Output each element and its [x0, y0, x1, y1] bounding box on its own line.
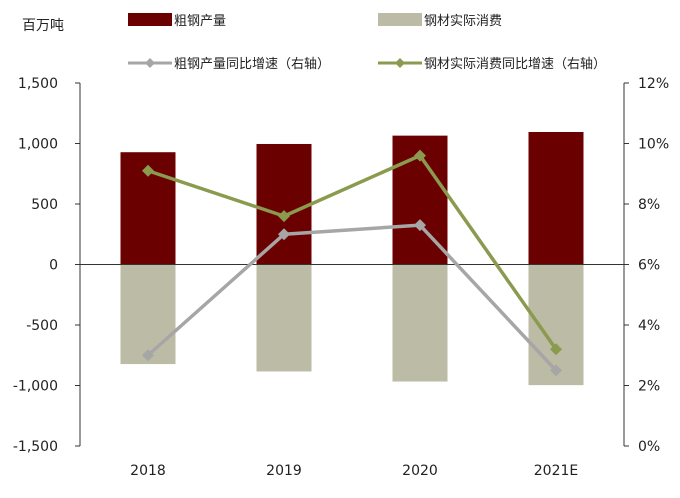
line-series-2: [146, 223, 558, 372]
right-tick-label: 8%: [638, 197, 660, 213]
x-tick-label: 2019: [266, 463, 302, 479]
legend-label-consumption: 钢材实际消费: [424, 14, 502, 29]
left-tick-label: -500: [26, 318, 58, 334]
left-tick-label: -1,000: [13, 379, 58, 395]
x-axis-labels: 2018 2019 2020 2021E: [130, 463, 578, 479]
legend-marker-consumption-growth: [395, 58, 405, 68]
x-tick-label: 2020: [402, 463, 438, 479]
legend: 粗钢产量 钢材实际消费 粗钢产量同比增速（右轴） 钢材实际消费同比增速（右轴）: [128, 13, 606, 72]
right-tick-label: 0%: [638, 439, 660, 455]
bar-0-2019: [256, 143, 312, 265]
legend-swatch-crude-steel: [128, 13, 172, 26]
point-3-2021E: [550, 343, 562, 356]
right-tick-label: 2%: [638, 379, 660, 395]
legend-label-crude-steel-growth: 粗钢产量同比增速（右轴）: [174, 57, 330, 72]
right-tick-label: 4%: [638, 318, 660, 334]
point-3-2018: [142, 164, 154, 177]
legend-label-crude-steel: 粗钢产量: [174, 14, 226, 29]
legend-label-consumption-growth: 钢材实际消费同比增速（右轴）: [424, 57, 606, 72]
bar-0-2021E: [528, 132, 584, 265]
line-series-3: [147, 153, 558, 351]
right-tick-label: 6%: [638, 258, 660, 274]
right-tick-label: 10%: [638, 137, 669, 153]
legend-swatch-consumption: [378, 13, 422, 26]
left-tick-label: 1,000: [18, 137, 58, 153]
x-tick-label: 2021E: [534, 463, 578, 479]
left-tick-label: 500: [31, 197, 58, 213]
x-tick-label: 2018: [130, 463, 166, 479]
bar-1-2019: [256, 264, 312, 372]
point-2-2018: [142, 349, 154, 362]
point-3-2019: [278, 210, 290, 223]
bars: [120, 132, 584, 386]
point-3-2020: [414, 149, 426, 162]
axes: 1,500 1,000 500 0 -500 -1,000 -1,500 12% 10% 8% 6%…: [13, 76, 669, 455]
bar-1-2018: [120, 264, 176, 365]
bar-1-2020: [392, 264, 448, 382]
point-2-2019: [278, 228, 290, 241]
legend-marker-crude-steel-growth: [145, 58, 155, 68]
right-tick-label: 12%: [638, 76, 669, 92]
left-tick-label: 1,500: [18, 76, 58, 92]
point-2-2020: [414, 219, 426, 232]
left-tick-label: -1,500: [13, 439, 58, 455]
left-tick-label: 0: [49, 258, 58, 274]
y-unit-label: 百万吨: [22, 18, 64, 34]
point-2-2021E: [550, 364, 562, 377]
lines: [142, 149, 562, 377]
